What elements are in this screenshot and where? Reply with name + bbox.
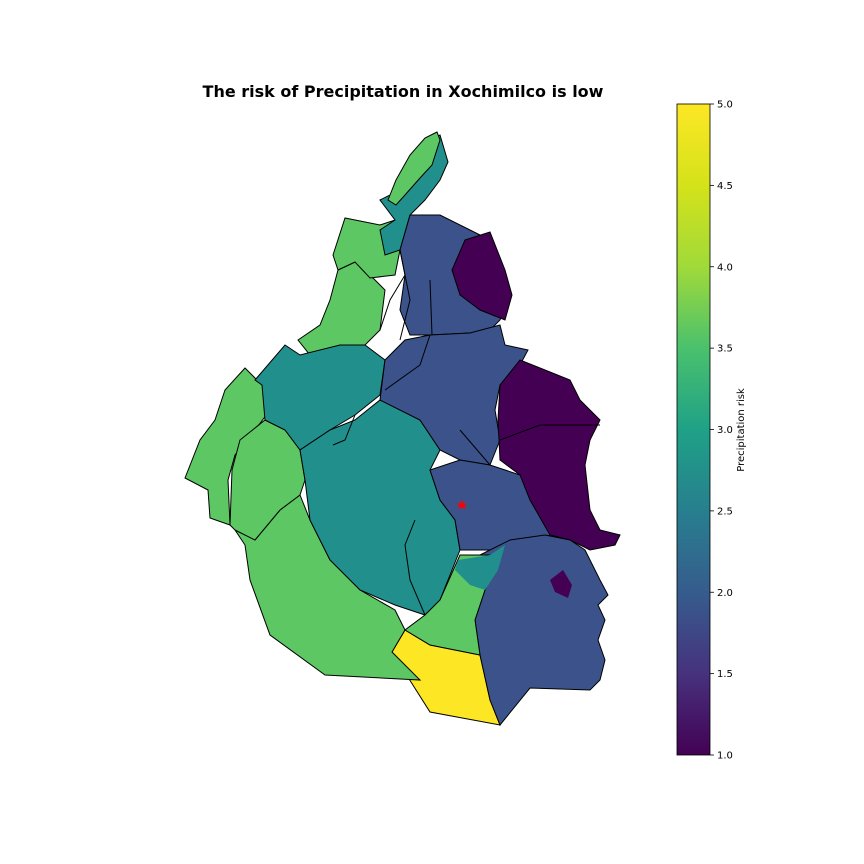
colorbar-label: Precipitation risk: [736, 388, 747, 472]
west-region: [184, 367, 271, 526]
map-title: The risk of Precipitation in Xochimilco …: [202, 82, 604, 101]
colorbar-ticks: 1.0 1.5 2.0 2.5 3.0 3.5 4.0 4.5 5.0: [710, 100, 733, 762]
colorbar-gradient: [676, 103, 711, 756]
colorbar-tick-label: 4.5: [717, 181, 733, 192]
east-small-patch: [550, 570, 572, 598]
north-green-tip: [387, 131, 441, 206]
xochimilco-marker: [456, 500, 468, 510]
colorbar-tick-label: 3.0: [717, 425, 733, 436]
choropleth-map: [184, 131, 621, 726]
colorbar-tick-label: 1.0: [717, 751, 733, 762]
south-teal-region: [455, 545, 505, 590]
central-west-region: [254, 344, 386, 451]
colorbar-tick-label: 4.0: [717, 262, 733, 273]
colorbar-tick-label: 5.0: [717, 100, 733, 111]
colorbar-tick-label: 2.0: [717, 588, 733, 599]
colorbar-tick-label: 1.5: [717, 669, 733, 680]
colorbar-tick-label: 2.5: [717, 506, 733, 517]
colorbar-tick-label: 3.5: [717, 344, 733, 355]
colorbar: 1.0 1.5 2.0 2.5 3.0 3.5 4.0 4.5 5.0 Precipitatio…: [676, 100, 747, 762]
east-upper-region: [451, 231, 513, 321]
